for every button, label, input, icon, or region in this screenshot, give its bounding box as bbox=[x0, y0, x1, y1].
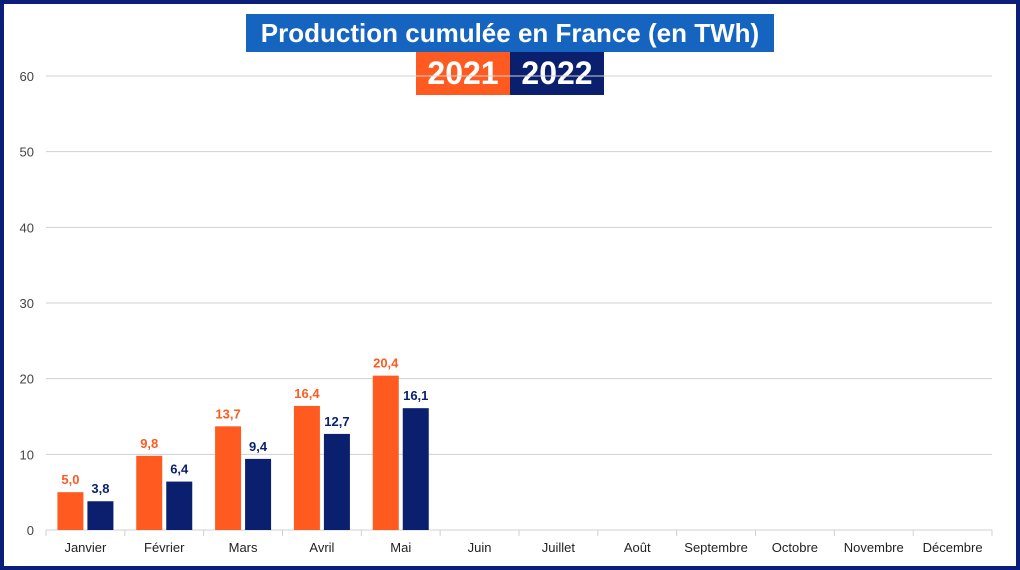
legend-2021: 2021 bbox=[416, 52, 510, 95]
x-tick-label: Avril bbox=[309, 540, 334, 555]
x-tick-label: Juin bbox=[468, 540, 492, 555]
x-tick-label: Mars bbox=[229, 540, 258, 555]
data-label-2021: 20,4 bbox=[373, 356, 399, 371]
bar-2022-Janvier bbox=[87, 501, 114, 530]
data-label-2022: 12,7 bbox=[324, 414, 349, 429]
y-tick-label-30: 30 bbox=[20, 296, 34, 311]
data-label-2021: 16,4 bbox=[294, 386, 320, 401]
x-tick-label: Janvier bbox=[64, 540, 107, 555]
bar-2021-Janvier bbox=[57, 492, 84, 530]
y-tick-label-20: 20 bbox=[20, 372, 34, 387]
x-tick-label: Décembre bbox=[923, 540, 983, 555]
x-tick-label: Juillet bbox=[542, 540, 576, 555]
data-label-2022: 9,4 bbox=[249, 439, 268, 454]
data-label-2021: 9,8 bbox=[140, 436, 158, 451]
data-label-2021: 5,0 bbox=[61, 472, 79, 487]
x-tick-label: Février bbox=[144, 540, 185, 555]
bar-2022-Février bbox=[166, 481, 193, 530]
data-label-2021: 13,7 bbox=[215, 406, 240, 421]
chart-title: Production cumulée en France (en TWh) bbox=[246, 14, 774, 52]
bar-2021-Avril bbox=[293, 405, 320, 530]
bar-2021-Mars bbox=[215, 426, 242, 530]
chart-frame bbox=[4, 4, 1016, 566]
y-tick-label-60: 60 bbox=[20, 69, 34, 84]
legend-2022: 2022 bbox=[510, 52, 604, 95]
bar-2022-Avril bbox=[323, 433, 350, 530]
y-tick-label-40: 40 bbox=[20, 220, 34, 235]
bar-2022-Mai bbox=[402, 408, 429, 530]
y-tick-label-0: 0 bbox=[27, 523, 34, 538]
y-tick-label-10: 10 bbox=[20, 447, 34, 462]
bar-2021-Février bbox=[136, 455, 163, 530]
x-tick-label: Mai bbox=[390, 540, 411, 555]
data-label-2022: 3,8 bbox=[91, 481, 109, 496]
data-label-2022: 16,1 bbox=[403, 388, 428, 403]
x-tick-label: Septembre bbox=[684, 540, 748, 555]
data-label-2022: 6,4 bbox=[170, 462, 189, 477]
x-tick-label: Octobre bbox=[772, 540, 818, 555]
x-tick-label: Novembre bbox=[844, 540, 904, 555]
y-tick-label-50: 50 bbox=[20, 145, 34, 160]
bar-2022-Mars bbox=[245, 458, 272, 530]
bar-2021-Mai bbox=[372, 375, 399, 530]
x-tick-label: Août bbox=[624, 540, 651, 555]
